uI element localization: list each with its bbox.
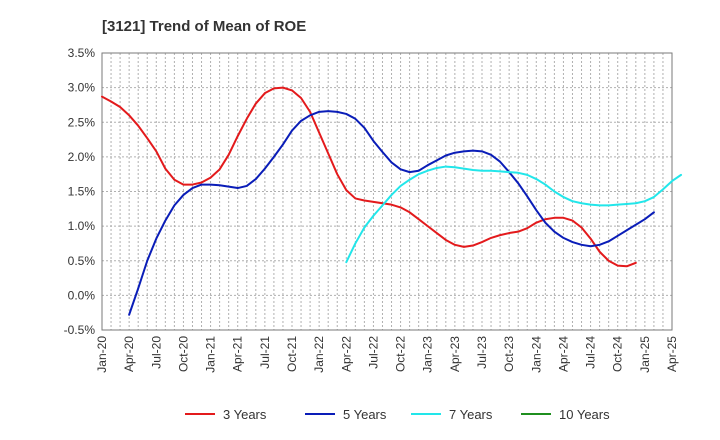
series-line-5-years [128,110,655,316]
x-tick-label: Apr-22 [339,336,353,372]
x-tick-label: Oct-21 [285,336,299,372]
y-tick-label: 2.0% [68,150,96,164]
x-tick-label: Jan-21 [204,336,218,373]
legend: 3 Years 5 Years 7 Years 10 Years [185,407,610,422]
x-tick-label: Jan-22 [312,336,326,373]
x-tick-label: Jan-24 [529,336,543,373]
x-tick-label: Jul-21 [258,336,272,369]
x-tick-label: Jul-24 [584,336,598,369]
y-tick-label: 1.5% [68,185,96,199]
legend-label: 10 Years [559,407,610,422]
x-tick-label: Jul-23 [475,336,489,369]
x-tick-label: Apr-20 [122,336,136,372]
chart-title: [3121] Trend of Mean of ROE [102,18,306,35]
x-tick-label: Apr-25 [665,336,679,372]
x-tick-label: Oct-24 [611,336,625,372]
y-tick-label: 3.0% [68,81,96,95]
x-tick-label: Jul-22 [366,336,380,369]
x-tick-label: Apr-21 [231,336,245,372]
y-tick-label: -0.5% [64,323,96,337]
y-tick-label: 0.5% [68,254,96,268]
plot-frame [101,52,673,331]
y-axis: -0.5% 0.0% 0.5% 1.0% 1.5% 2.0% 2.5% 3.0% 3.5% [64,46,96,337]
x-tick-label: Oct-23 [502,336,516,372]
y-tick-label: 1.0% [68,219,96,233]
x-tick-label: Jan-23 [421,336,435,373]
legend-label: 3 Years [223,407,267,422]
series-lines [101,86,683,316]
x-axis: Jan-20 Apr-20 Jul-20 Oct-20 Jan-21 Apr-21 Jul-… [95,336,679,373]
legend-label: 5 Years [343,407,387,422]
x-tick-label: Apr-23 [448,336,462,372]
x-tick-label: Jan-25 [638,336,652,373]
legend-label: 7 Years [449,407,493,422]
x-tick-label: Apr-24 [556,336,570,372]
y-tick-label: 2.5% [68,115,96,129]
x-tick-label: Oct-22 [394,336,408,372]
series-line-7-years [345,165,683,264]
x-tick-label: Jul-20 [149,336,163,369]
x-tick-label: Jan-20 [95,336,109,373]
y-tick-label: 0.0% [68,288,96,302]
y-tick-label: 3.5% [68,46,96,60]
series-line-3-years [101,86,637,268]
x-tick-label: Oct-20 [176,336,190,372]
